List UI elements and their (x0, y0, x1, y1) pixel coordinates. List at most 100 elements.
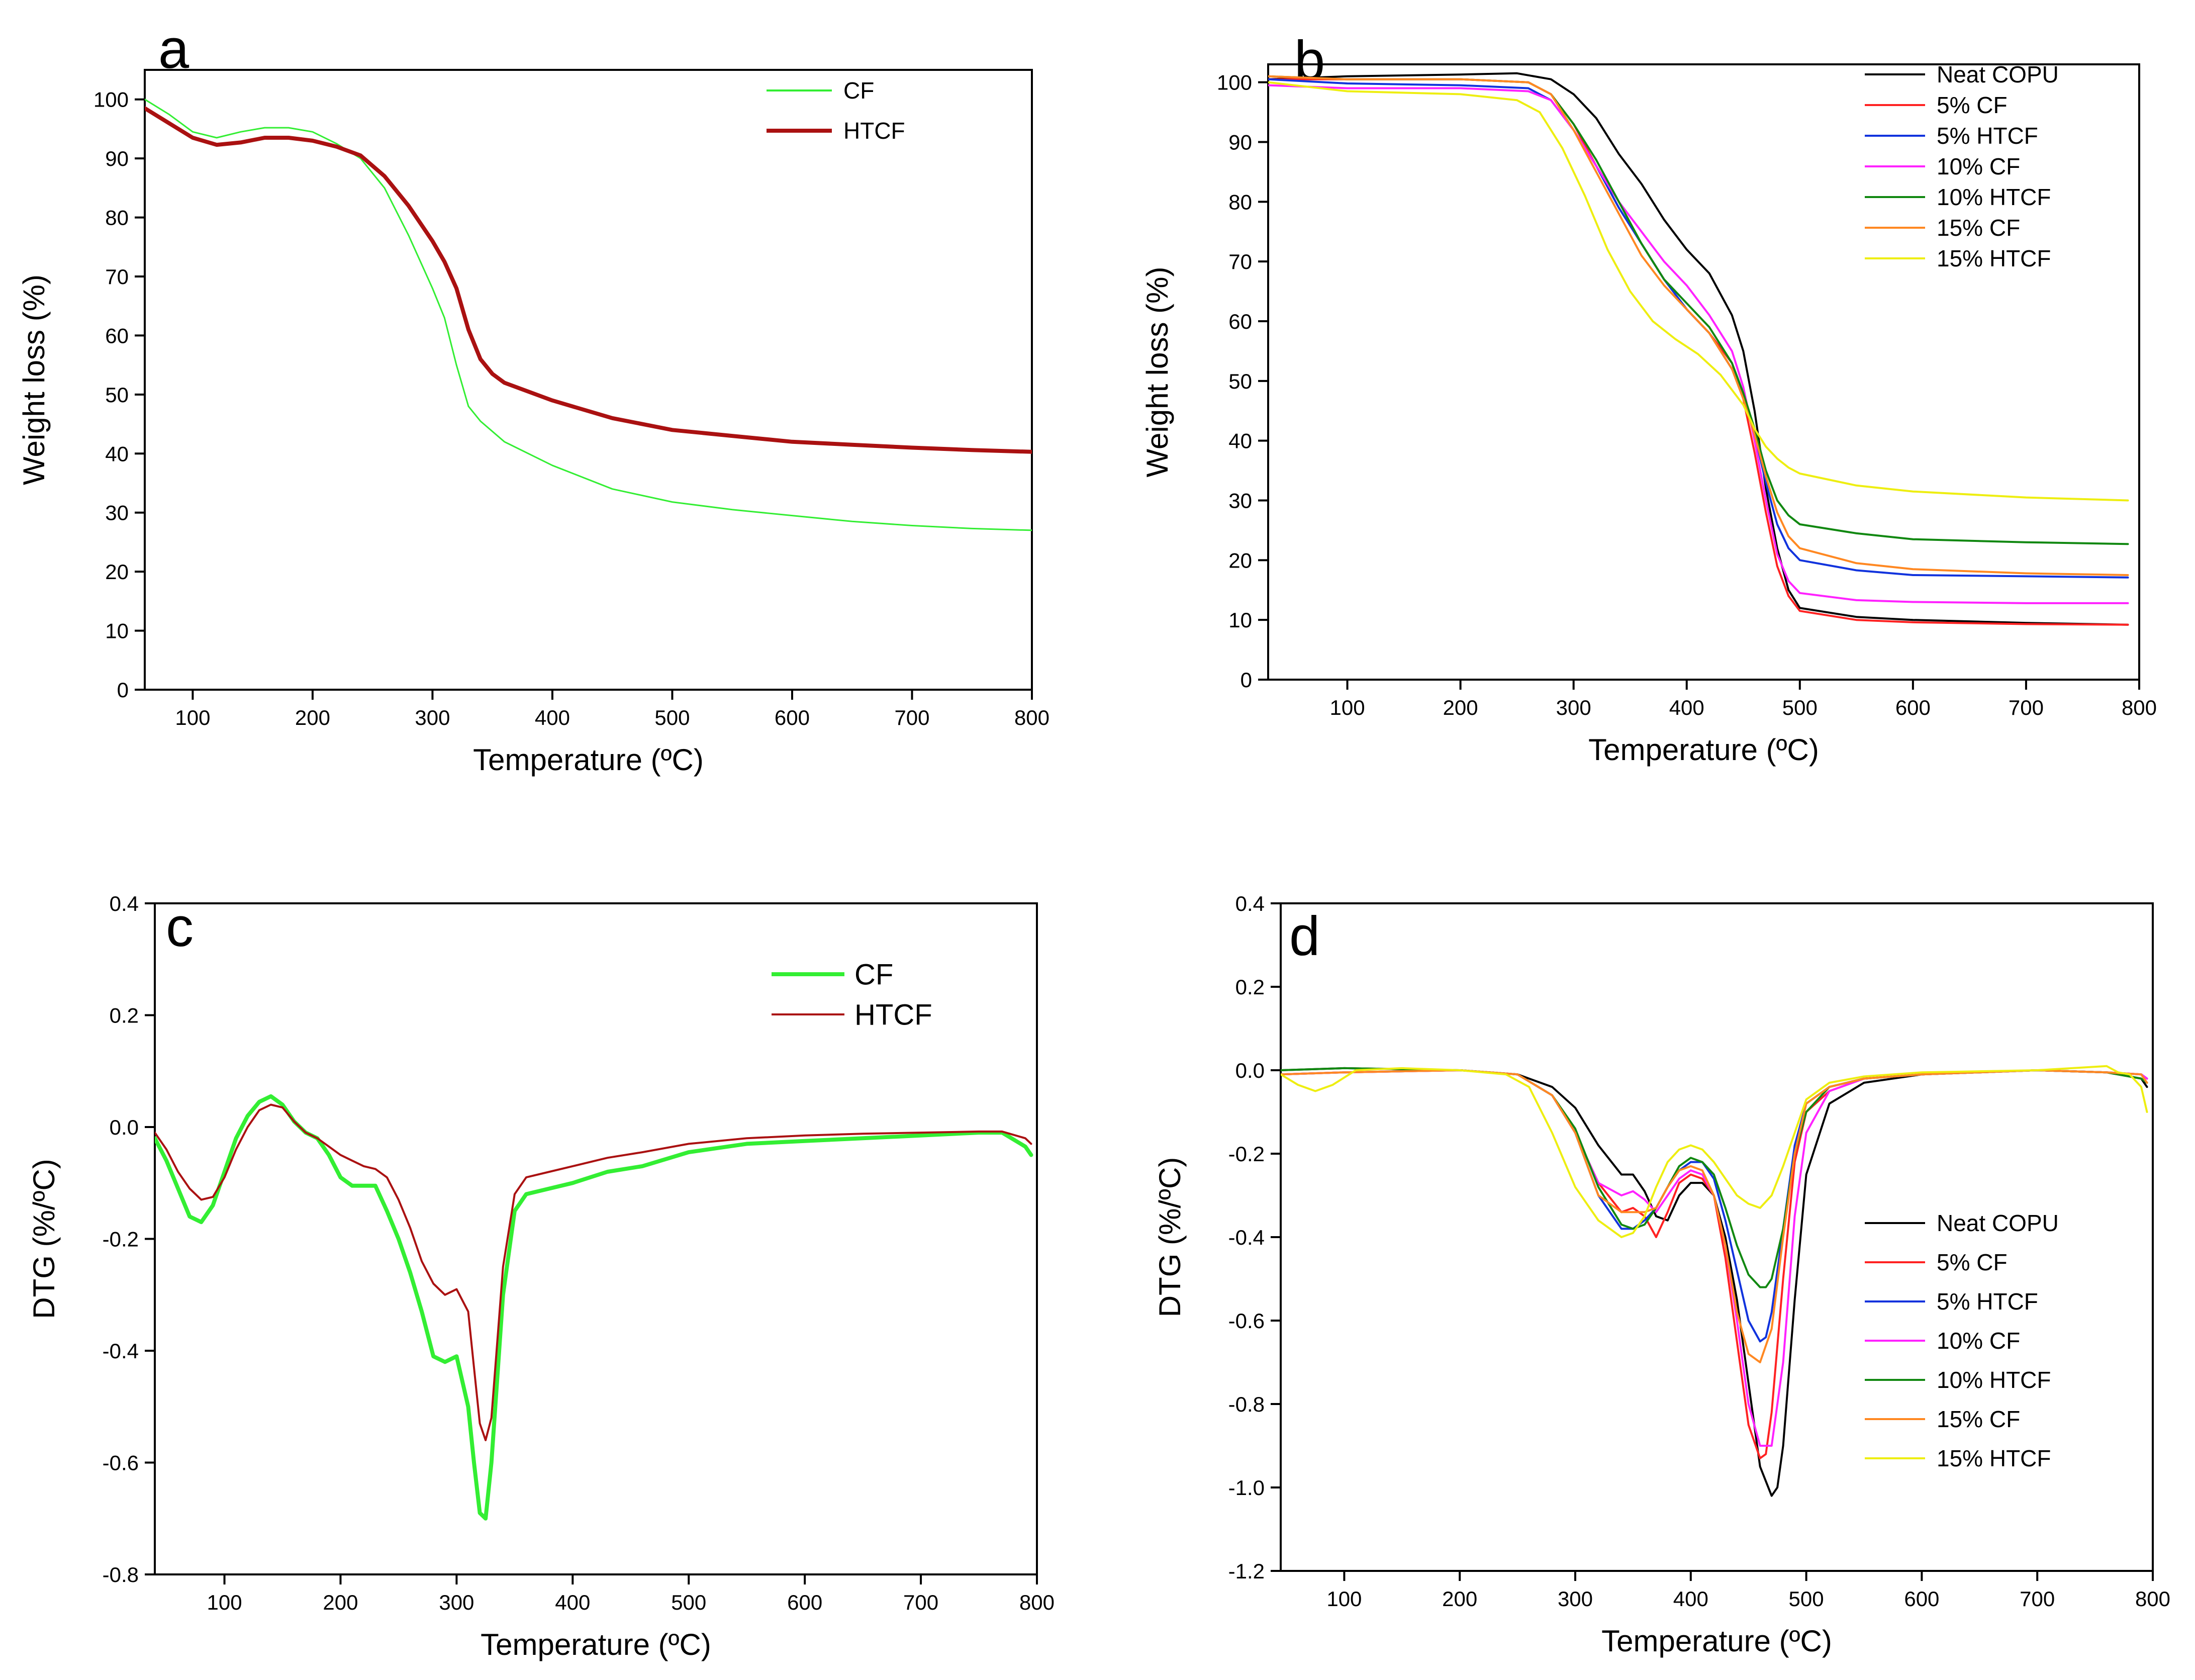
legend: Neat COPU 5% CF 5% HTCF 10% CF 10% HTCF 15% C… (1865, 1210, 2059, 1471)
legend: CF HTCF (767, 77, 905, 144)
y-tick-label: 50 (105, 383, 129, 407)
legend-label: 10% CF (1937, 153, 2020, 179)
series-line-5-cf (1281, 1069, 2148, 1459)
x-tick-label: 100 (175, 706, 210, 729)
y-tick-label: 100 (93, 88, 129, 112)
x-tick-label: 800 (1019, 1591, 1055, 1614)
x-tick-label: 400 (535, 706, 570, 729)
y-tick-label: 40 (105, 442, 129, 465)
plot-frame (1267, 63, 2140, 681)
legend-label: 15% HTCF (1937, 245, 2051, 271)
series-group (1281, 1065, 2148, 1497)
y-tick-label: 80 (1228, 190, 1252, 214)
x-tick-label: 700 (2009, 696, 2044, 719)
y-tick-label: 90 (1228, 130, 1252, 154)
y-tick-label: 50 (1228, 369, 1252, 393)
x-tick-label: 400 (555, 1591, 590, 1614)
y-tick-label: 0.2 (1235, 975, 1265, 999)
y-tick-label: -0.4 (103, 1339, 139, 1363)
legend-label: CF (843, 77, 874, 104)
legend: CF HTCF (772, 958, 932, 1031)
y-axis-title: Weight loss (%) (17, 274, 51, 485)
series-group (1268, 72, 2129, 626)
panel-c: c 100 200 300 400 500 600 700 800 -0.8 -0.6 -0.4 -0… (27, 892, 1055, 1661)
y-tick-label: 30 (105, 501, 129, 525)
y-tick-label: -0.8 (103, 1563, 139, 1586)
y-tick-label: -0.8 (1228, 1392, 1265, 1416)
series-line-neat-copu (1268, 72, 2129, 626)
x-tick-label: 800 (1014, 706, 1049, 729)
x-tick-label: 500 (671, 1591, 706, 1614)
series-line-htcf (155, 1103, 1032, 1441)
legend-label: 10% CF (1937, 1328, 2020, 1354)
y-axis-title: Weight loss (%) (1140, 266, 1174, 477)
y-tick-label: 60 (1228, 310, 1252, 333)
panel-a: a 100 200 300 400 500 600 700 80001020304050607… (17, 18, 1049, 777)
series-line-cf (155, 1094, 1033, 1521)
x-tick-label: 600 (787, 1591, 822, 1614)
legend-label: 5% CF (1937, 92, 2008, 118)
series-line-10-cf (1268, 84, 2129, 604)
y-tick-label: 0.0 (1235, 1059, 1265, 1082)
x-tick-label: 100 (1330, 696, 1365, 719)
legend-label: HTCF (843, 118, 905, 144)
x-tick-label: 100 (1326, 1587, 1362, 1611)
y-tick-label: 70 (105, 265, 129, 289)
y-tick-label: -0.6 (103, 1451, 139, 1475)
y-tick-label: 70 (1228, 250, 1252, 273)
y-tick-label: 0 (117, 678, 129, 702)
panel-letter-c: c (166, 896, 194, 958)
y-tick-label: 0 (1240, 668, 1252, 692)
y-tick-label: -1.0 (1228, 1476, 1265, 1500)
x-tick-label: 800 (2122, 696, 2157, 719)
y-axis-title: DTG (%/ºC) (27, 1159, 61, 1319)
legend-label: Neat COPU (1937, 61, 2059, 87)
legend-label: 15% CF (1937, 1406, 2020, 1432)
y-tick-label: 0.0 (110, 1115, 139, 1139)
x-axis-title: Temperature (ºC) (1588, 733, 1819, 767)
x-tick-label: 600 (775, 706, 810, 729)
legend-label: 10% HTCF (1937, 1367, 2051, 1393)
y-tick-label: 20 (105, 560, 129, 584)
panel-letter-d: d (1289, 905, 1320, 967)
legend-label: Neat COPU (1937, 1210, 2059, 1236)
legend-label: 5% CF (1937, 1249, 2008, 1275)
panel-d: d 100 200 300 400 500 600 700 800 -1.2 -1.0 -0.8 -0… (1153, 892, 2170, 1658)
y-tick-label: 0.4 (110, 892, 139, 915)
x-tick-label: 500 (1782, 696, 1818, 719)
y-axis-title: DTG (%/ºC) (1153, 1157, 1187, 1318)
y-tick-label: 40 (1228, 429, 1252, 453)
series-line-htcf (145, 106, 1032, 454)
y-tick-label: -0.2 (1228, 1142, 1265, 1166)
series-line-15-htcf (1268, 81, 2129, 502)
y-tick-label: 30 (1228, 489, 1252, 512)
legend-label: HTCF (854, 998, 932, 1031)
legend-label: 15% HTCF (1937, 1445, 2051, 1471)
x-tick-label: 600 (1895, 696, 1931, 719)
plot-frame (144, 69, 1033, 691)
x-axis-title: Temperature (ºC) (481, 1628, 711, 1661)
y-tick-label: 0.4 (1235, 892, 1265, 915)
x-tick-label: 300 (439, 1591, 474, 1614)
x-tick-label: 700 (903, 1591, 938, 1614)
series-line-15-htcf (1281, 1065, 2148, 1238)
y-tick-label: -0.2 (103, 1228, 139, 1251)
x-tick-label: 700 (894, 706, 929, 729)
x-tick-label: 700 (2020, 1587, 2055, 1611)
panel-b: b 100 200 300 400 500 600 700 80001020304050607… (1140, 30, 2157, 767)
x-tick-label: 200 (323, 1591, 358, 1614)
x-tick-label: 600 (1904, 1587, 1939, 1611)
series-group (155, 1094, 1033, 1521)
series-group (145, 99, 1032, 531)
x-tick-label: 400 (1673, 1587, 1708, 1611)
x-tick-label: 800 (2135, 1587, 2170, 1611)
y-tick-label: -0.6 (1228, 1309, 1265, 1333)
x-tick-label: 200 (1443, 696, 1478, 719)
x-tick-label: 200 (295, 706, 330, 729)
x-axis-title: Temperature (ºC) (473, 743, 704, 777)
y-tick-label: 80 (105, 206, 129, 230)
y-tick-label: 20 (1228, 548, 1252, 572)
y-tick-label: 90 (105, 147, 129, 170)
legend: Neat COPU 5% CF 5% HTCF 10% CF 10% HTCF 15% C… (1865, 61, 2059, 271)
